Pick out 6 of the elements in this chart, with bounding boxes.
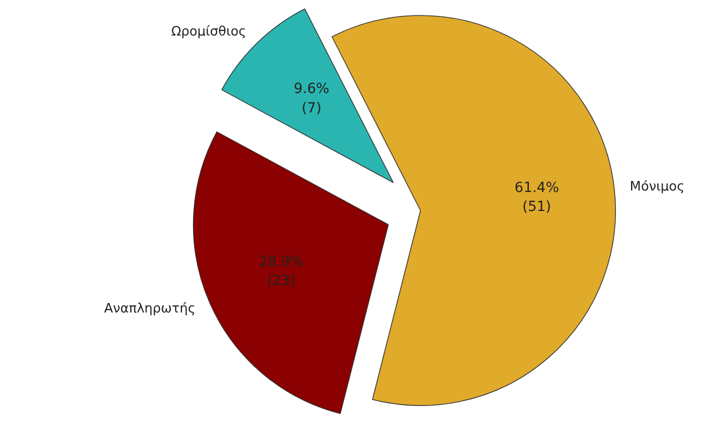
- data-label: 9.6% (7): [294, 81, 330, 116]
- data-label: 61.4% (51): [514, 180, 560, 216]
- slice-label: Ωρομίσθιος: [171, 24, 246, 40]
- slice-label: Αναπληρωτής: [104, 302, 196, 317]
- data-label: 28.9% (23): [258, 254, 304, 290]
- slice-label: Μόνιμος: [630, 180, 684, 195]
